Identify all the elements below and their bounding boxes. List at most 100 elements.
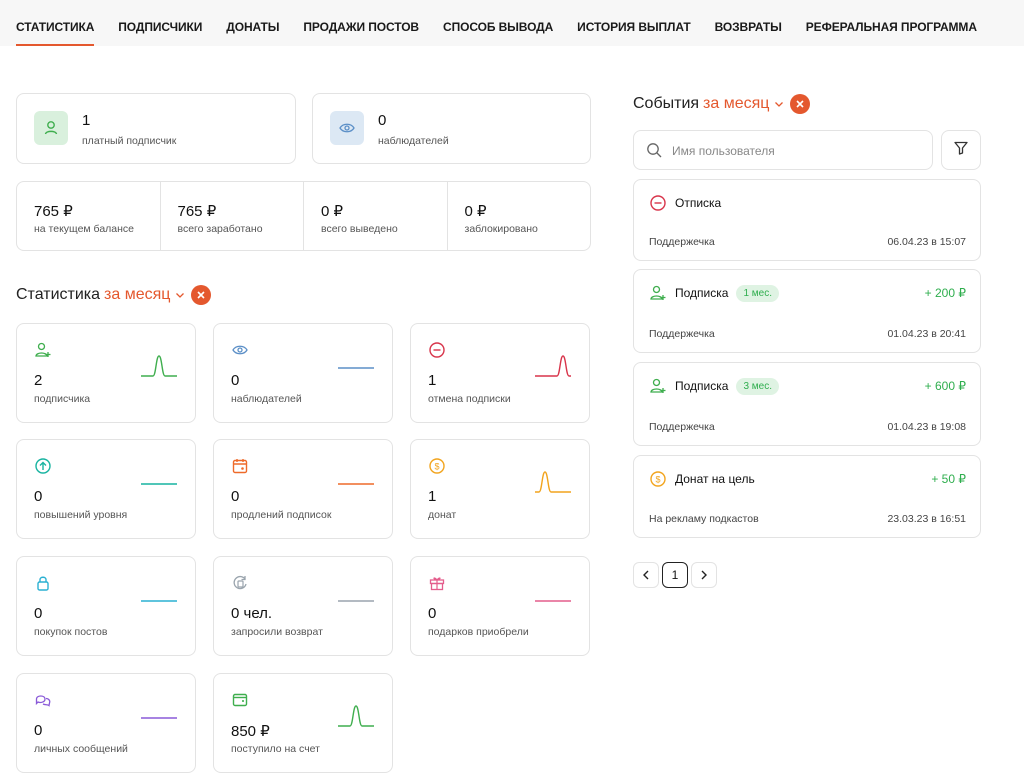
tab-refunds[interactable]: Возвраты: [714, 20, 782, 34]
stat-value: 2: [34, 372, 43, 389]
tab-bar: Статистика Подписчики Донаты Продажи пос…: [16, 0, 1001, 46]
stat-value: 0: [34, 605, 43, 622]
stat-label: повышений уровня: [34, 509, 128, 521]
watchers-label: наблюдателей: [378, 135, 449, 147]
trend-sparkline: [535, 355, 571, 377]
stat-value: 0: [428, 605, 437, 622]
events-period-select[interactable]: за месяц: [703, 95, 770, 112]
trend-sparkline: [338, 705, 374, 727]
stat-label: запросили возврат: [231, 626, 323, 638]
filter-button[interactable]: [941, 130, 981, 170]
event-date: 06.04.23 в 15:07: [887, 236, 966, 248]
chat-icon: [34, 691, 52, 709]
search-input[interactable]: [672, 141, 922, 161]
balance-blocked: 0 ₽ заблокировано: [448, 182, 591, 250]
stat-value: 0: [34, 488, 43, 505]
tab-subscribers[interactable]: Подписчики: [118, 20, 203, 34]
event-card[interactable]: Подписка 1 мес. + 200 ₽ Поддержечка 01.04.23…: [633, 269, 981, 353]
stat-card: 2 подписчика: [16, 323, 196, 423]
event-amount: + 200 ₽: [924, 286, 966, 300]
prev-page-button[interactable]: [633, 562, 659, 588]
paid-subscribers-count: 1: [82, 112, 91, 129]
event-date: 23.03.23 в 16:51: [887, 513, 966, 525]
user-icon: [34, 111, 68, 145]
user-plus-icon: [649, 377, 667, 395]
events-heading: События за месяц: [633, 94, 811, 114]
balance-value: 765 ₽: [34, 203, 73, 220]
trend-sparkline: [535, 600, 571, 602]
stat-label: продлений подписок: [231, 509, 332, 521]
tab-post-sales[interactable]: Продажи постов: [303, 20, 419, 34]
event-card[interactable]: Подписка 3 мес. + 600 ₽ Поддержечка 01.04.23…: [633, 362, 981, 446]
event-amount: + 50 ₽: [931, 472, 966, 486]
trend-sparkline: [338, 367, 374, 369]
balance-current: 765 ₽ на текущем балансе: [17, 182, 161, 250]
minus-circle-icon: [649, 194, 667, 212]
balance-earned: 765 ₽ всего заработано: [161, 182, 304, 250]
tab-payout-history[interactable]: История выплат: [577, 20, 691, 34]
stat-label: личных сообщений: [34, 743, 128, 755]
stat-value: 1: [428, 488, 437, 505]
balance-withdrawn: 0 ₽ всего выведено: [304, 182, 448, 250]
event-card[interactable]: Отписка Поддержечка 06.04.23 в 15:07: [633, 179, 981, 261]
event-card[interactable]: $ Донат на цель + 50 ₽ На рекламу подкастов…: [633, 455, 981, 538]
gift-icon: [428, 574, 446, 592]
event-user: На рекламу подкастов: [649, 513, 759, 525]
stat-card: 850 ₽ поступило на счет: [213, 673, 393, 773]
stat-card: 1 отмена подписки: [410, 323, 590, 423]
trend-sparkline: [141, 355, 177, 377]
chevron-down-icon[interactable]: [175, 290, 185, 300]
coin-icon: $: [649, 470, 667, 488]
tab-donations[interactable]: Донаты: [226, 20, 280, 34]
event-title: Донат на цель: [675, 472, 755, 486]
duration-badge: 1 мес.: [736, 284, 779, 302]
pagination: 1: [633, 562, 717, 588]
lock-icon: [34, 574, 52, 592]
stat-card: 0 покупок постов: [16, 556, 196, 656]
balance-label: заблокировано: [464, 223, 538, 235]
svg-text:$: $: [655, 474, 660, 484]
stat-card: $1 донат: [410, 439, 590, 539]
tab-statistics[interactable]: Статистика: [16, 0, 95, 46]
balance-value: 765 ₽: [177, 203, 217, 220]
balance-value: 0 ₽: [321, 203, 344, 220]
stat-label: подписчика: [34, 393, 91, 405]
user-plus-icon: [649, 284, 667, 302]
trend-sparkline: [338, 600, 374, 602]
clear-period-button[interactable]: [191, 285, 212, 305]
event-title: Отписка: [675, 196, 722, 210]
refund-icon: [231, 574, 249, 592]
balance-label: на текущем балансе: [34, 223, 135, 235]
eye-icon: [231, 341, 249, 359]
trend-sparkline: [141, 600, 177, 602]
wallet-icon: [231, 691, 249, 709]
trend-sparkline: [338, 483, 374, 485]
statistics-heading: Статистика за месяц: [16, 285, 212, 305]
event-amount: + 600 ₽: [924, 379, 966, 393]
event-user: Поддержечка: [649, 328, 715, 340]
stat-value: 0: [34, 722, 43, 739]
arrow-up-circle-icon: [34, 457, 52, 475]
stat-card: 0 подарков приобрели: [410, 556, 590, 656]
stat-label: подарков приобрели: [428, 626, 529, 638]
sparkline-path: [535, 355, 571, 377]
page-button-current[interactable]: 1: [662, 562, 688, 588]
sparkline-path: [141, 355, 177, 377]
next-page-button[interactable]: [691, 562, 717, 588]
stat-card: 0 наблюдателей: [213, 323, 393, 423]
balance-label: всего выведено: [321, 223, 398, 235]
stat-label: донат: [428, 509, 457, 521]
clear-events-period-button[interactable]: [790, 94, 811, 114]
chevron-down-icon[interactable]: [774, 99, 784, 109]
stat-card: 0 повышений уровня: [16, 439, 196, 539]
tab-referral-program[interactable]: Реферальная программа: [805, 20, 977, 34]
stat-value: 1: [428, 372, 437, 389]
user-search: [633, 130, 933, 170]
sparkline-path: [338, 705, 374, 727]
tab-withdrawal-method[interactable]: Способ вывода: [443, 20, 554, 34]
stat-label: поступило на счет: [231, 743, 320, 755]
stat-value: 0: [231, 488, 240, 505]
event-user: Поддержечка: [649, 236, 715, 248]
event-header: $ Донат на цель: [649, 470, 755, 488]
statistics-period-select[interactable]: за месяц: [104, 286, 171, 303]
